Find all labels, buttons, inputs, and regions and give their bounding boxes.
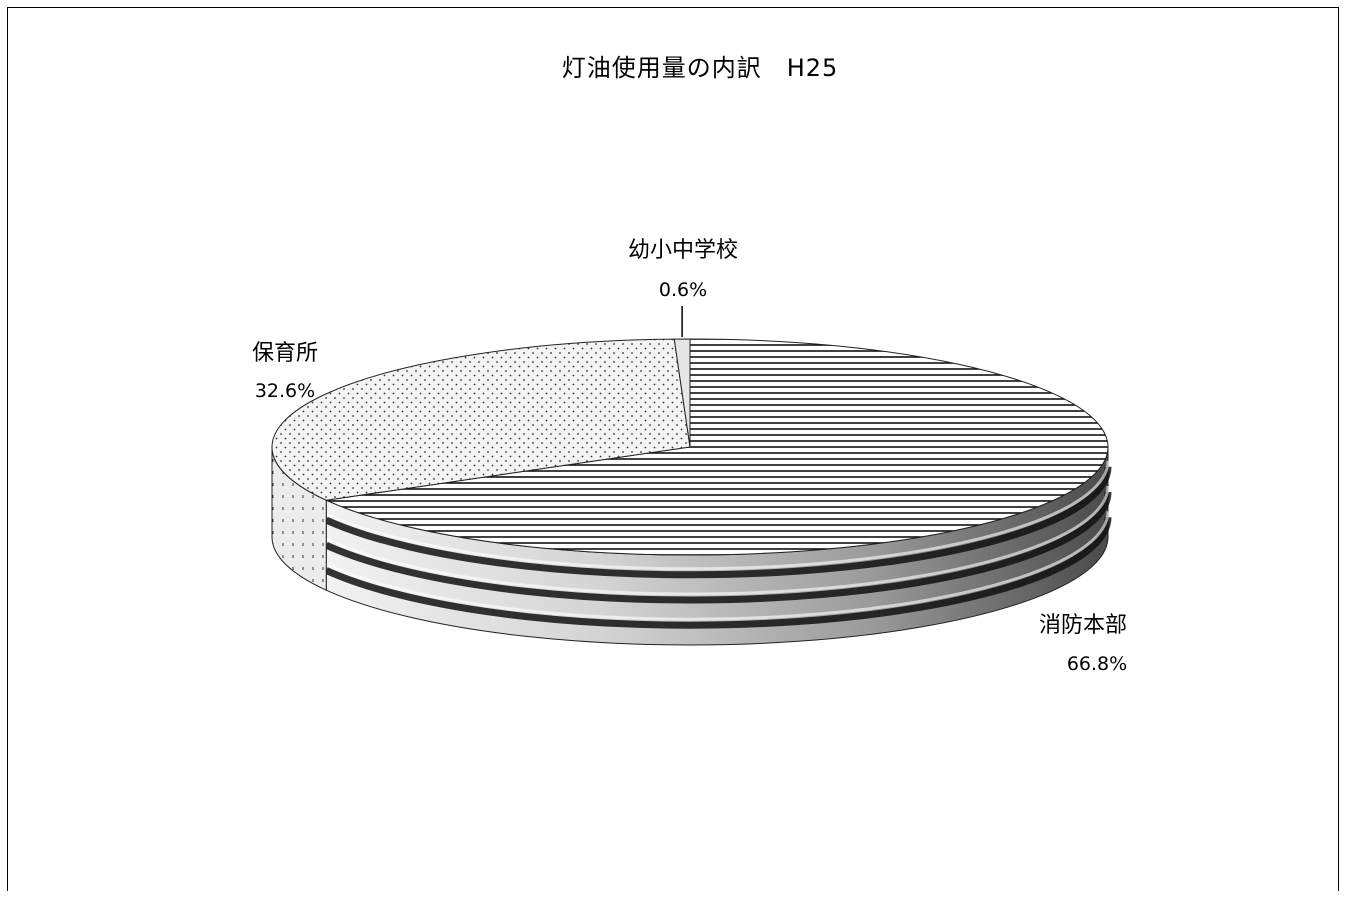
pie-slice-3 xyxy=(673,338,691,448)
pie-slice-2 xyxy=(271,338,691,501)
chart-frame xyxy=(7,7,1339,891)
slice-value-label-2: 32.6% xyxy=(255,380,315,402)
slice-label-2: 保育所 xyxy=(252,341,318,366)
chart-title: 灯油使用量の内訳 H25 xyxy=(561,54,839,82)
pie-side-band-3 xyxy=(324,517,1112,629)
pie-side-highlight-3 xyxy=(325,511,1110,621)
pie-slice-1 xyxy=(324,338,1109,556)
slice-label-1: 消防本部 xyxy=(1039,613,1127,638)
pie-side-band-1 xyxy=(324,466,1112,579)
slice-value-label-1: 66.8% xyxy=(1067,653,1127,675)
pie-side-highlight-1 xyxy=(325,460,1110,571)
pie-side-highlight-2 xyxy=(325,485,1110,596)
slice-label-3: 幼小中学校 xyxy=(628,238,738,263)
pie-side-band-2 xyxy=(324,491,1112,604)
slice-value-label-3: 0.6% xyxy=(659,279,707,301)
